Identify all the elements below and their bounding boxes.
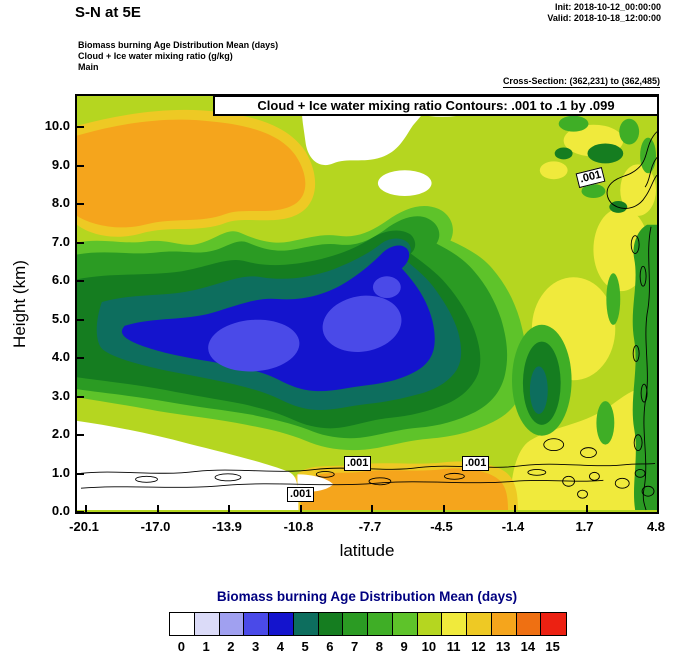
x-tick-mark [156,505,159,512]
x-tick-label: 1.7 [575,519,594,534]
contour-label: .001 [287,487,315,502]
contour-label: .001 [344,456,372,471]
y-tick-mark [77,241,84,244]
y-tick-mark [77,434,84,436]
colorbar-tick-label: 4 [276,639,284,654]
page-title: S-N at 5E [75,4,141,21]
y-tick-label: 4.0 [51,349,70,364]
y-tick-mark [77,511,84,513]
colorbar-cell-1 [194,613,220,635]
run-times: Init: 2018-10-12_00:00:00 Valid: 2018-10… [547,2,661,24]
y-tick-mark [77,318,84,321]
x-tick-mark [657,505,659,512]
colorbar-tick-label: 11 [446,639,461,654]
y-tick-label: 9.0 [51,156,70,172]
x-tick-mark [442,505,445,512]
colorbar-title: Biomass burning Age Distribution Mean (d… [216,589,518,604]
x-tick-mark [228,505,230,512]
colorbar-cell-6 [318,613,344,635]
y-tick-mark [77,472,84,475]
colorbar-tick-label: 5 [301,639,309,654]
y-axis-label: Height (km) [10,260,29,348]
y-tick-label: 1.0 [51,464,70,480]
y-tick-label: 10.0 [44,118,70,133]
x-tick-label: -20.1 [69,519,99,534]
colorbar-cell-14 [516,613,542,635]
x-tick-mark [585,505,588,512]
y-tick-mark [77,203,84,205]
colorbar-tick-label: 9 [400,639,408,654]
init-time: Init: 2018-10-12_00:00:00 [554,2,661,12]
colorbar-cell-8 [368,613,393,635]
colorbar-tick-label: 10 [421,639,437,654]
colorbar-cell-15 [541,613,566,635]
colorbar-tick-label: 3 [252,639,260,654]
y-tick-mark [77,164,84,167]
field-description: Biomass burning Age Distribution Mean (d… [78,40,278,73]
x-tick-mark [85,505,87,512]
contour-info-banner: Cloud + Ice water mixing ratio Contours:… [213,95,659,116]
x-tick-label: -7.7 [358,519,382,534]
colorbar-cell-10 [417,613,443,635]
x-axis-label: latitude [339,541,395,560]
colorbar-cell-9 [392,613,418,635]
contour-field-svg [77,96,657,512]
x-tick-mark [299,505,302,512]
y-tick-label: 3.0 [51,387,70,403]
colorbar-cell-13 [491,613,517,635]
y-tick-label: 7.0 [51,233,70,249]
colorbar-cell-4 [269,613,294,635]
x-tick-mark [514,505,516,512]
x-tick-label: 4.8 [646,519,666,534]
y-tick-label: 2.0 [51,426,70,441]
y-tick-mark [77,126,84,128]
x-tick-label: -13.9 [212,519,242,534]
colorbar-cell-5 [293,613,319,635]
colorbar-cell-11 [442,613,467,635]
colorbar-tick-label: 1 [202,639,210,654]
colorbar-cell-12 [467,613,492,635]
field-line-2: Cloud + Ice water mixing ratio (g/kg) [78,51,233,61]
colorbar-tick-label: 7 [351,639,359,654]
y-tick-label: 6.0 [51,272,70,287]
colorbar-tick-label: 14 [520,639,536,654]
cross-section-info: Cross-Section: (362,231) to (362,485) [502,76,660,88]
colorbar-cell-3 [244,613,269,635]
valid-time: Valid: 2018-10-18_12:00:00 [547,13,661,23]
y-tick-mark [77,395,84,398]
y-tick-label: 5.0 [51,310,70,326]
colorbar-cell-0 [170,613,195,635]
y-tick-mark [77,357,84,359]
y-tick-label: 0.0 [51,503,70,518]
colorbar [169,612,567,636]
field-line-1: Biomass burning Age Distribution Mean (d… [78,40,279,50]
field-line-3: Main [78,62,99,72]
plot-area: Cloud + Ice water mixing ratio Contours:… [75,94,659,514]
fill-contours [77,96,657,512]
colorbar-cell-7 [343,613,368,635]
colorbar-tick-label: 2 [227,639,235,654]
cloud-contour-lines [80,131,657,511]
x-tick-mark [371,505,373,512]
colorbar-tick-label: 12 [471,639,486,654]
x-tick-label: -4.5 [430,519,453,534]
x-tick-label: -10.8 [283,519,314,534]
colorbar-tick-label: 13 [495,639,511,654]
colorbar-tick-label: 8 [375,639,383,654]
colorbar-tick-label: 6 [326,639,334,654]
y-tick-label: 8.0 [51,195,70,210]
colorbar-labels: 0 1 2 3 4 5 6 7 8 9 10 11 12 13 14 15 [169,639,565,654]
colorbar-tick-label: 0 [177,639,185,654]
contour-label: .001 [462,456,490,471]
colorbar-tick-label: 15 [545,639,560,654]
y-tick-mark [77,280,84,282]
x-tick-label: -17.0 [140,519,171,534]
colorbar-cell-2 [219,613,245,635]
x-tick-label: -1.4 [501,519,525,534]
